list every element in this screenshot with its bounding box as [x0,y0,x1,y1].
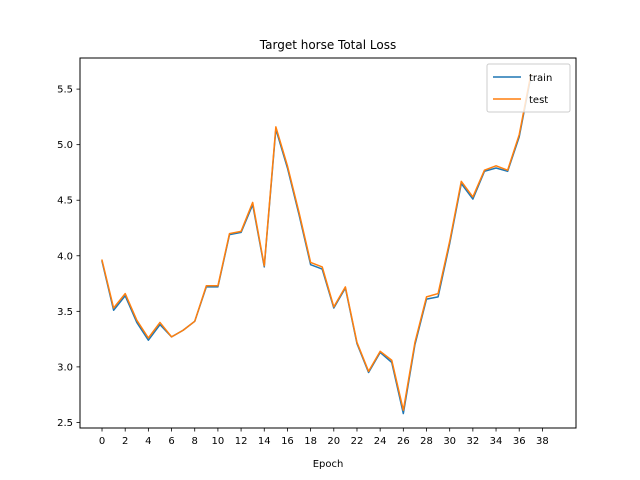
legend-label-test: test [529,95,548,106]
x-tick-label: 32 [466,436,479,447]
y-tick-label: 5.0 [57,140,73,151]
series-line-test [101,73,532,411]
x-tick-label: 24 [374,436,387,447]
legend-box [486,63,571,113]
x-tick-label: 12 [235,436,248,447]
y-tick-label: 4.5 [57,196,73,207]
series-layer [101,73,532,415]
x-tick-label: 4 [145,436,151,447]
y-tick-label: 3.0 [57,362,73,373]
legend: train test [486,63,571,113]
y-tick-label: 3.5 [57,307,73,318]
x-tick-label: 2 [122,436,128,447]
x-tick-label: 0 [99,436,105,447]
x-tick-label: 28 [420,436,433,447]
x-tick-label: 30 [443,436,456,447]
x-tick-label: 18 [304,436,317,447]
x-tick-label: 22 [351,436,364,447]
x-tick-label: 26 [397,436,410,447]
x-axis-ticks: 0 2 4 6 8 10 12 14 16 18 20 22 24 26 28 30 32 34 36 38 [99,428,549,447]
x-tick-label: 14 [258,436,271,447]
x-tick-label: 10 [212,436,225,447]
chart-title: Target horse Total Loss [259,38,396,52]
legend-label-train: train [529,73,552,84]
y-tick-label: 4.0 [57,251,73,262]
x-tick-label: 8 [192,436,198,447]
y-axis-ticks: 2.5 3.0 3.5 4.0 4.5 5.0 5.5 [57,85,80,429]
x-tick-label: 20 [327,436,340,447]
x-axis-label: Epoch [313,459,344,470]
plot-frame [79,57,577,429]
y-tick-label: 5.5 [57,85,73,96]
x-tick-label: 36 [513,436,526,447]
x-tick-label: 16 [281,436,294,447]
x-tick-label: 34 [490,436,503,447]
x-tick-label: 6 [168,436,174,447]
x-tick-label: 38 [536,436,549,447]
y-tick-label: 2.5 [57,418,73,429]
